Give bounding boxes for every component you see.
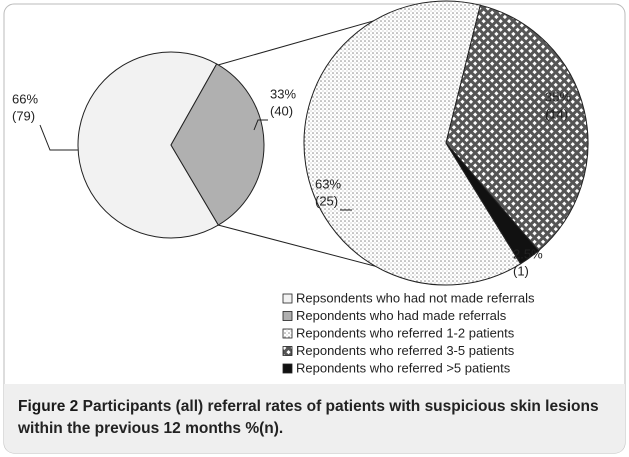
caption-background bbox=[4, 384, 625, 453]
pie-slice bbox=[77, 51, 220, 239]
value-label: 66% bbox=[12, 91, 38, 106]
leader-line bbox=[545, 111, 560, 121]
pie-slice bbox=[445, 142, 540, 265]
count-label: (79) bbox=[12, 108, 35, 123]
legend-label: Repondents who referred 1-2 patients bbox=[296, 325, 515, 340]
count-label: (1) bbox=[513, 263, 529, 278]
value-label: 2.5% bbox=[513, 246, 543, 261]
caption-label: Figure 2 bbox=[18, 398, 79, 415]
legend-swatch bbox=[282, 311, 293, 321]
value-label: 35% bbox=[545, 89, 571, 104]
value-label: 63% bbox=[315, 176, 341, 191]
caption: Figure 2 Participants (all) referral rat… bbox=[18, 396, 618, 440]
legend-swatch bbox=[282, 293, 293, 304]
value-label: 33% bbox=[270, 86, 296, 101]
count-label: (14) bbox=[545, 106, 568, 121]
count-label: (25) bbox=[315, 193, 338, 208]
legend-label: Repondents who referred >5 patients bbox=[296, 360, 511, 375]
pie-slice bbox=[303, 0, 522, 286]
legend-swatch bbox=[282, 328, 293, 339]
leader-line bbox=[253, 119, 268, 131]
legend-swatch bbox=[282, 346, 293, 356]
pie-slice bbox=[170, 63, 265, 226]
legend-label: Repondents who referred 3-5 patients bbox=[296, 343, 515, 358]
legend-label: Repondents who had made referrals bbox=[296, 308, 507, 323]
legend-swatch bbox=[282, 363, 293, 374]
legend-label: Repsondents who had not made referrals bbox=[296, 290, 535, 305]
caption-text: Participants (all) referral rates of pat… bbox=[18, 398, 599, 437]
pie-slice bbox=[445, 4, 589, 252]
leader-line bbox=[39, 124, 78, 151]
count-label: (40) bbox=[270, 103, 293, 118]
